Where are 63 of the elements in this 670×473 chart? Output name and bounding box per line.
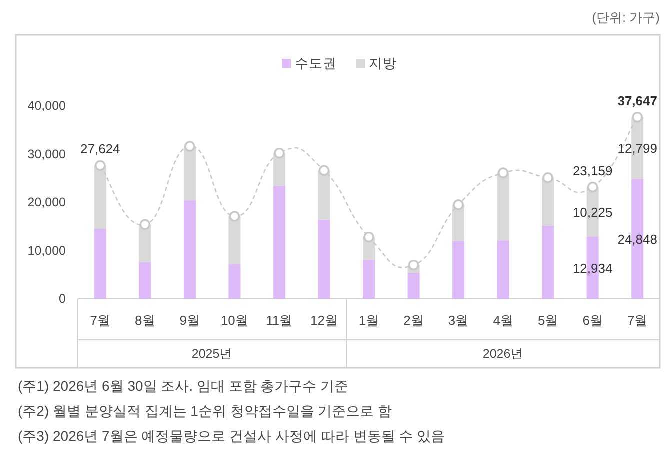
x-tick-label: 10월 <box>220 313 248 328</box>
point <box>140 219 151 230</box>
data-label: 23,159 <box>572 163 613 178</box>
bar <box>94 166 106 230</box>
text: (주2) 월별 분양실적 집계는 1순위 청약접수일을 기준으로 함 <box>18 403 392 419</box>
point <box>587 182 598 193</box>
bar <box>318 170 330 220</box>
data-label: 12,799 <box>618 141 658 156</box>
bar <box>139 262 152 299</box>
text: 2026년 <box>482 347 524 361</box>
x-tick-label: 1월 <box>358 313 380 328</box>
bar <box>228 216 241 264</box>
point <box>498 168 509 178</box>
x-tick-label: 12월 <box>310 313 338 328</box>
legend-label: 지방 <box>369 56 397 71</box>
bar <box>273 186 286 299</box>
y-tick-label: 30,000 <box>28 147 66 162</box>
text: (단위: 가구) <box>592 10 660 25</box>
bar <box>542 226 554 299</box>
y-tick-label: 40,000 <box>28 99 66 113</box>
x-tick-label: 8월 <box>135 313 156 328</box>
text: (주3) 2026년 7월은 예정물량으로 건설사 사정에 따라 변동될 수 있음 <box>18 428 446 444</box>
bar <box>497 240 510 299</box>
bar <box>318 220 330 299</box>
point <box>184 141 196 152</box>
legend-label: 수도권 <box>295 56 337 71</box>
point <box>364 232 374 243</box>
x-tick-label: 6월 <box>582 313 603 328</box>
bar <box>94 229 106 299</box>
x-tick-label: 5월 <box>538 313 558 328</box>
x-tick-label: 7월 <box>628 313 648 328</box>
data-label: 10,225 <box>572 204 613 220</box>
x-tick-label: 11월 <box>266 313 293 328</box>
data-label: 12,934 <box>572 260 613 276</box>
x-tick-label: 2월 <box>404 313 424 328</box>
text: (주1) 2026년 6월 30일 조사. 임대 포함 총가구수 기준 <box>18 378 349 394</box>
y-tick-label: 10,000 <box>28 244 66 258</box>
x-tick-label: 9월 <box>180 313 200 328</box>
x-tick-label: 3월 <box>448 313 469 328</box>
point <box>318 165 330 176</box>
data-label: 37,647 <box>618 93 658 108</box>
bar <box>363 260 375 299</box>
x-tick-label: 4월 <box>493 313 514 328</box>
data-label: 24,848 <box>618 232 658 248</box>
y-tick-label: 20,000 <box>28 196 66 210</box>
point <box>632 112 644 123</box>
bar <box>184 146 196 201</box>
point <box>408 260 420 271</box>
bar <box>497 173 510 241</box>
point <box>453 200 464 210</box>
point <box>274 148 285 159</box>
point <box>542 172 554 184</box>
data-label: 27,624 <box>80 142 120 157</box>
bar <box>408 272 420 299</box>
bar <box>184 200 196 299</box>
point <box>229 211 240 222</box>
y-tick-label: 0 <box>59 292 66 306</box>
bar <box>452 241 465 299</box>
point <box>94 160 106 172</box>
text: 2025년 <box>192 347 233 361</box>
bar <box>228 264 241 299</box>
bar <box>542 178 554 226</box>
x-tick-label: 7월 <box>90 313 110 328</box>
